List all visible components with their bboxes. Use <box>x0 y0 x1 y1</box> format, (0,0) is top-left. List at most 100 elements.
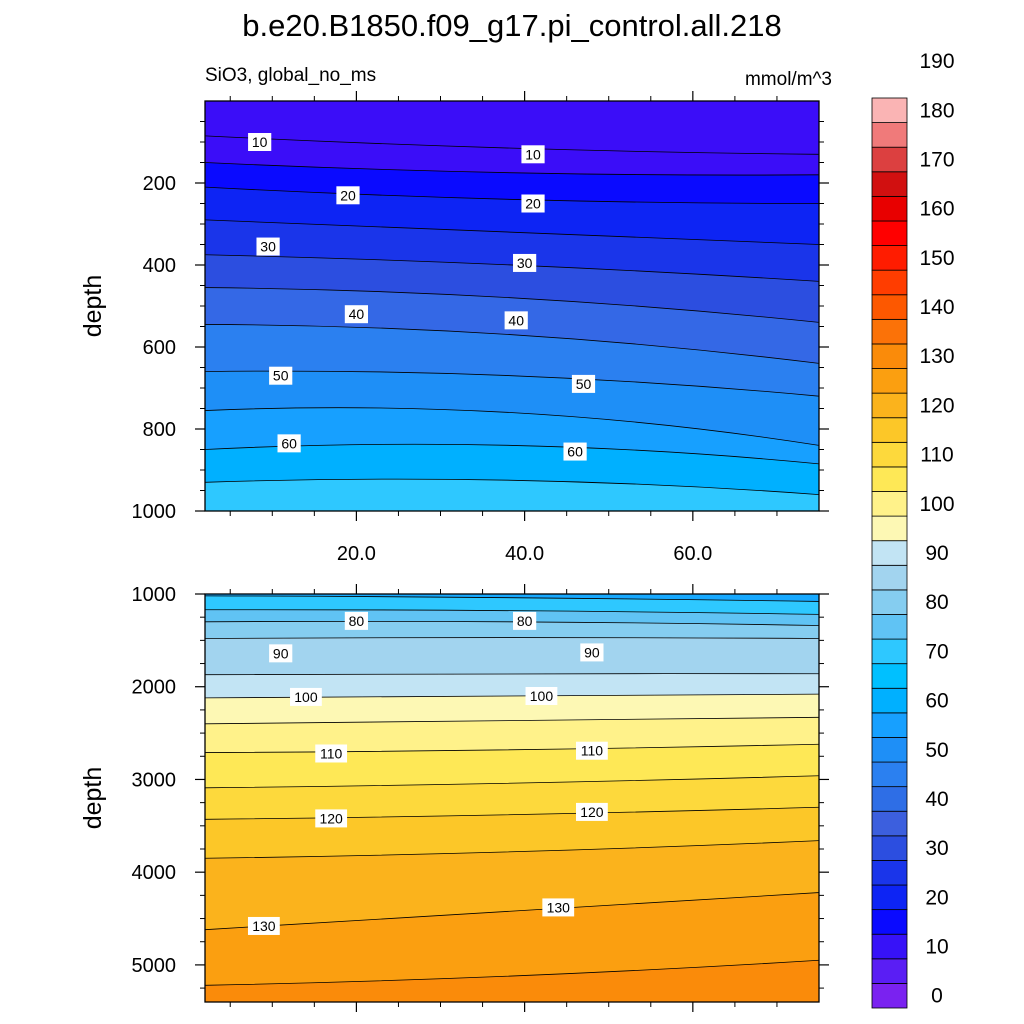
colorbar-tick-label: 40 <box>925 788 948 811</box>
upper-contour-label-text: 60 <box>567 444 583 460</box>
upper-contour-line <box>205 254 819 282</box>
upper-contour-label: 60 <box>563 442 587 461</box>
colorbar-box <box>871 860 908 886</box>
lower-contour-label: 80 <box>344 611 368 630</box>
upper-contour-label: 40 <box>504 311 528 330</box>
chart-title: b.e20.B1850.f09_g17.pi_control.all.218 <box>242 8 782 43</box>
colorbar-box <box>871 195 908 222</box>
colorbar-box <box>871 810 908 837</box>
lower-panel: 80 80 90 90 100 100 110 110 120 120 130 130 1000 200… <box>79 584 829 1003</box>
upper-contour-label-text: 10 <box>525 146 541 162</box>
lower-contour-line <box>205 840 819 859</box>
lower-y-tick-label: 1000 <box>132 584 177 606</box>
lower-contour-label-box <box>344 611 368 630</box>
lower-y-tick-label: 4000 <box>132 862 177 884</box>
colorbar-box <box>871 171 908 197</box>
lower-contour-label-box <box>525 687 558 705</box>
colorbar-tick-label: 120 <box>919 394 954 417</box>
upper-contour-line <box>205 407 819 446</box>
colorbar-tick-label: 0 <box>931 985 943 1008</box>
upper-panel: 10 10 20 20 30 30 40 40 50 50 60 60 200 400 600 800 100… <box>79 100 829 523</box>
upper-contour-label: 30 <box>513 253 537 272</box>
upper-y-tick-label: 400 <box>143 255 176 277</box>
colorbar-tick-label: 100 <box>919 493 954 516</box>
lower-contour-line <box>205 775 819 789</box>
colorbar-box <box>871 638 908 665</box>
lower-contour-label: 80 <box>513 611 537 630</box>
lower-contour-label-box <box>513 611 537 630</box>
lower-contour-line <box>205 595 819 602</box>
upper-contour-label-box <box>513 253 537 272</box>
lower-contour-label-text: 130 <box>547 899 571 915</box>
upper-contour-label-text: 30 <box>517 255 533 271</box>
colorbar-box <box>871 712 908 738</box>
colorbar-labels: 0 10 20 30 40 50 60 70 80 90 100 110 120 130 140 150 160… <box>919 50 954 1008</box>
lower-contour-label-text: 80 <box>349 613 365 629</box>
lower-contour-label-text: 80 <box>517 613 533 629</box>
lower-y-tick-label: 2000 <box>132 677 177 699</box>
upper-contour-label-box <box>563 442 587 461</box>
colorbar-box <box>871 786 908 812</box>
upper-contour-line <box>205 162 819 176</box>
upper-contour-line <box>205 186 819 204</box>
colorbar-box <box>871 564 908 591</box>
colorbar-box <box>871 466 908 492</box>
colorbar-tick-label: 20 <box>925 886 948 909</box>
lower-contour-label-text: 120 <box>580 804 604 820</box>
lower-axis-ticks: 1000 2000 3000 4000 5000 <box>132 584 829 989</box>
lower-y-tick-label: 3000 <box>132 769 177 791</box>
colorbar-box <box>871 761 908 788</box>
upper-y-axis-label: depth <box>79 275 107 338</box>
lower-contour-line <box>205 806 819 820</box>
lower-contour-label: 120 <box>576 802 608 821</box>
upper-contour-label-text: 50 <box>576 376 592 392</box>
upper-contour-label-box <box>521 194 545 213</box>
colorbar-box <box>871 269 908 296</box>
upper-contour-label-text: 10 <box>252 134 268 150</box>
upper-contour-label-box <box>521 145 545 164</box>
lower-contour-label: 90 <box>269 644 293 663</box>
units-subtitle: mmol/m^3 <box>745 69 832 90</box>
colorbar-box <box>871 368 908 394</box>
upper-y-tick-label: 800 <box>143 419 176 441</box>
upper-contour-label: 40 <box>344 305 368 324</box>
lower-contour-line <box>205 620 819 626</box>
colorbar-box <box>871 983 908 1009</box>
colorbar-tick-label: 140 <box>919 296 954 319</box>
lower-contour-label-box <box>576 802 608 821</box>
lower-contour-line <box>205 743 819 753</box>
colorbar-tick-label: 160 <box>919 198 954 221</box>
colorbar-box <box>871 146 908 173</box>
upper-contour-label-box <box>248 133 272 151</box>
upper-contour-label-text: 50 <box>273 368 289 384</box>
upper-contour-label-text: 20 <box>340 187 356 203</box>
lower-contour-label-box <box>315 744 348 763</box>
upper-contour-label-box <box>571 374 596 393</box>
upper-contour-line <box>205 219 819 245</box>
upper-axis-ticks: 200 400 600 800 1000 <box>132 121 829 523</box>
lower-contour-label-text: 110 <box>320 745 343 761</box>
lower-y-axis-label: depth <box>79 767 107 830</box>
x-axis-ticks: 20.0 40.0 60.0 <box>229 91 778 1012</box>
colorbar-box <box>871 589 908 615</box>
colorbar-tick-label: 90 <box>925 542 948 565</box>
lower-contour-label: 110 <box>576 741 608 760</box>
upper-contour-labels: 10 10 20 20 30 30 40 40 50 50 60 60 <box>248 133 596 461</box>
lower-contour-label-box <box>269 644 293 663</box>
upper-contour-label: 50 <box>269 366 293 385</box>
colorbar-box <box>871 933 908 960</box>
colorbar-box <box>871 540 908 566</box>
colorbar-tick-label: 50 <box>925 739 948 762</box>
colorbar-tick-label: 30 <box>925 837 948 860</box>
lower-contour-line <box>205 637 819 639</box>
lower-contour-label-text: 100 <box>530 688 554 704</box>
lower-contour-label-text: 90 <box>584 644 600 660</box>
upper-contour-line <box>205 324 819 364</box>
upper-y-tick-label: 200 <box>143 173 176 195</box>
colorbar-box <box>871 909 908 935</box>
colorbar-tick-label: 80 <box>925 591 948 614</box>
colorbar-box <box>871 220 908 246</box>
lower-contour-label-box <box>580 643 604 662</box>
lower-contour-label: 100 <box>525 687 558 705</box>
